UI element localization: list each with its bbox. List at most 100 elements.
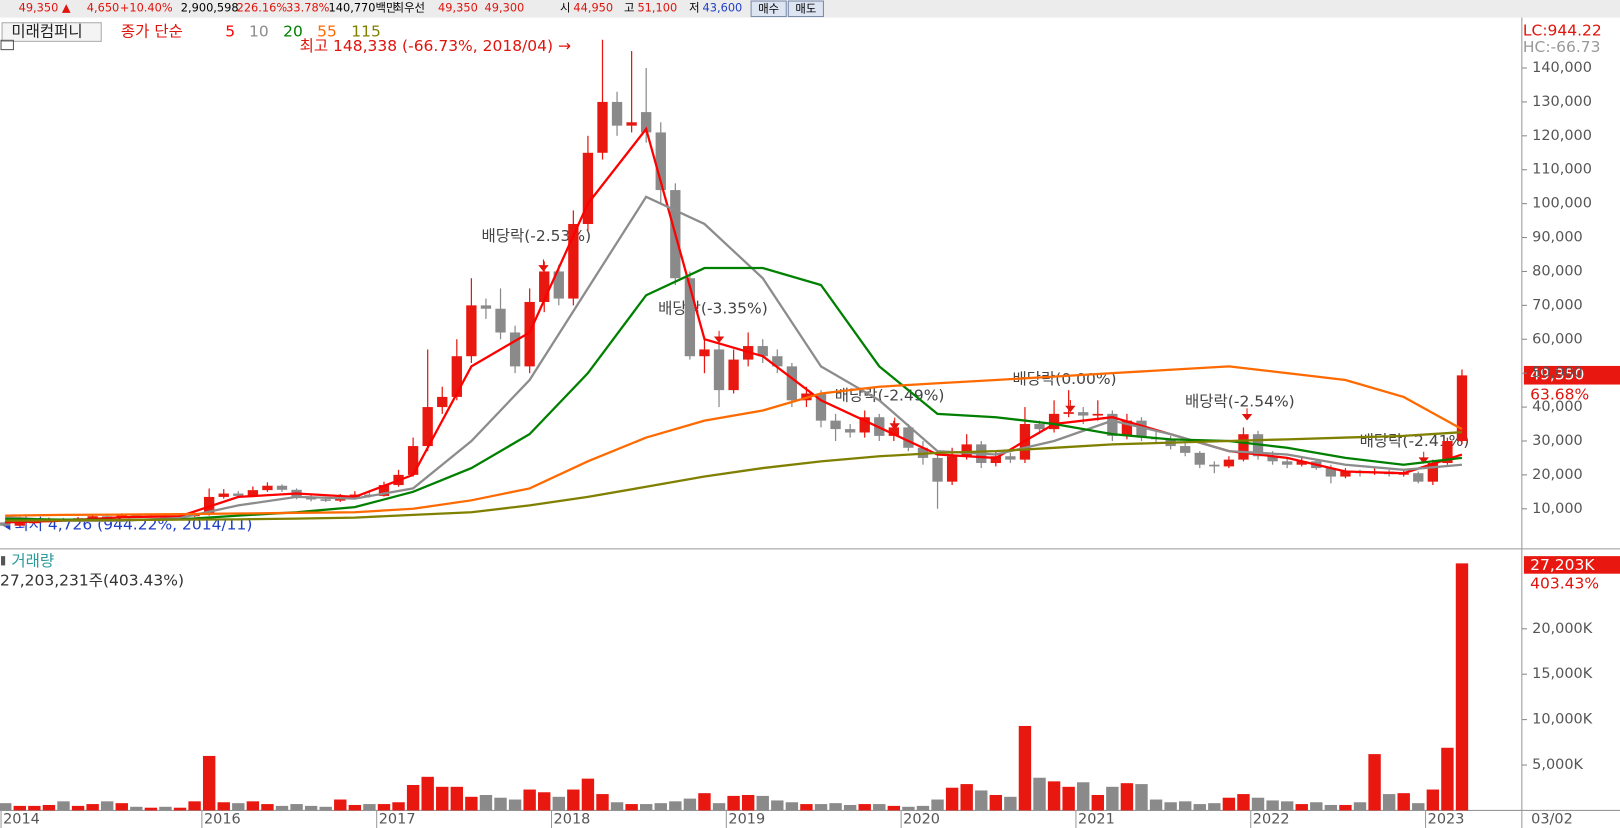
- dividend-arrows: [538, 259, 1429, 464]
- last-price-pct: 63.68%: [1530, 385, 1589, 403]
- candle-body: [728, 359, 739, 391]
- y-tick-label: 5,000K: [1532, 757, 1583, 773]
- volume-bar: [669, 801, 682, 811]
- candle-body: [655, 132, 666, 191]
- volume-bar: [1047, 781, 1061, 811]
- volume-bar: [1266, 800, 1279, 811]
- price-box: [1523, 365, 1620, 385]
- candle-body: [1121, 420, 1133, 436]
- volume-bar: [1106, 786, 1119, 811]
- candle-body: [772, 356, 783, 367]
- y-tick-label: 10,000K: [1532, 712, 1593, 728]
- candle-body: [1078, 412, 1089, 416]
- volume-bar: [800, 804, 813, 811]
- legend-entry: 115: [351, 23, 381, 41]
- volume-bar: [1441, 747, 1454, 811]
- candle-body: [524, 301, 535, 367]
- last-volume: 27,203K: [1530, 556, 1595, 574]
- indicator-label: 종가 단순: [121, 23, 183, 41]
- open-label: 시: [560, 0, 570, 14]
- volume-bar: [887, 805, 901, 811]
- volume-bar: [290, 804, 303, 811]
- volume-bar: [1004, 796, 1017, 811]
- candle-body: [641, 112, 652, 133]
- volume-bar: [232, 803, 245, 811]
- symbol-name[interactable]: 미래컴퍼니: [11, 23, 82, 41]
- buy-button[interactable]: [750, 0, 787, 18]
- x-tick-label: 2014: [3, 812, 40, 828]
- candle-body: [713, 349, 725, 391]
- candle-body: [276, 485, 288, 490]
- sell-button[interactable]: [787, 0, 824, 18]
- volume-bar: [1426, 789, 1440, 811]
- volume-bar: [843, 804, 857, 811]
- volume-bar: [130, 806, 143, 811]
- volume-bar: [873, 804, 886, 811]
- y-tick-label: 140,000: [1532, 60, 1592, 76]
- volume-bar: [712, 803, 726, 811]
- high-annotation: 최고 148,338 (-66.73%, 2018/04) →: [300, 37, 571, 55]
- candle-body: [786, 366, 798, 401]
- volume-bar: [756, 795, 769, 811]
- y-tick-label: 110,000: [1532, 162, 1592, 178]
- volume-bar: [654, 803, 667, 811]
- high-label: 고: [624, 0, 634, 14]
- volume-bar: [596, 794, 609, 811]
- candle-body: [466, 305, 477, 357]
- candle-body: [990, 456, 1001, 464]
- y-tick-label: 10,000: [1532, 501, 1583, 517]
- volume-bar: [465, 796, 478, 811]
- ask: 49,350: [438, 0, 478, 14]
- volume-bar: [683, 798, 697, 811]
- y-tick-label: 130,000: [1532, 94, 1592, 110]
- x-tick-label: 2021: [1078, 812, 1115, 828]
- candle-body: [495, 308, 506, 333]
- candle-body: [932, 457, 943, 482]
- volume-bar: [1339, 804, 1352, 811]
- volume-bar: [989, 794, 1003, 811]
- y-tick-label: 70,000: [1532, 297, 1583, 313]
- volume-bar: [494, 797, 507, 811]
- candle-body: [1296, 461, 1307, 465]
- symbol-box[interactable]: [1, 22, 102, 42]
- dividend-label: 배당락(-2.53%): [481, 227, 591, 245]
- volume-bar: [1135, 784, 1148, 811]
- volume-bar: [144, 807, 158, 811]
- sell-button-label[interactable]: 매도: [795, 1, 816, 15]
- volume-bar: [1280, 801, 1294, 811]
- volume-bar: [916, 805, 930, 811]
- volume-subtitle: 27,203,231주(403.43%): [0, 571, 184, 589]
- volume-bar: [304, 805, 318, 811]
- volume-bar: [814, 804, 828, 811]
- candle-body: [1442, 440, 1453, 464]
- volume-bar: [581, 778, 595, 811]
- volume-bar: [1208, 803, 1221, 811]
- candle-body: [830, 420, 841, 430]
- candle-body: [305, 497, 317, 500]
- moving-average: [5, 365, 1463, 517]
- x-end-label: 03/02: [1531, 812, 1573, 828]
- candle-body: [1092, 413, 1103, 416]
- volume-bar: [436, 786, 449, 811]
- volume-bar: [552, 796, 565, 811]
- y-tick-label: 120,000: [1532, 128, 1592, 144]
- moving-average: [5, 195, 1463, 522]
- price: 49,350 ▲: [19, 0, 71, 14]
- volume-bar: [1178, 801, 1192, 811]
- volume-bar: [960, 784, 973, 811]
- candle-body: [611, 101, 623, 126]
- volume-bar: [202, 755, 216, 811]
- last-volume-pct: 403.43%: [1530, 575, 1599, 593]
- candle-body: [1048, 413, 1060, 430]
- y-tick-label: 20,000K: [1532, 621, 1593, 637]
- volume-bar: [1149, 799, 1163, 811]
- volume-box: [1523, 556, 1620, 574]
- candle-body: [1005, 456, 1016, 460]
- candle-body: [422, 407, 433, 447]
- volume-bar: [1237, 794, 1250, 811]
- volume-bar: [42, 804, 56, 811]
- y-tick-label: 30,000: [1532, 433, 1583, 449]
- y-tick-label: 50,000: [1532, 365, 1583, 381]
- y-tick-label: 60,000: [1532, 331, 1583, 347]
- buy-button-label[interactable]: 매수: [758, 1, 779, 15]
